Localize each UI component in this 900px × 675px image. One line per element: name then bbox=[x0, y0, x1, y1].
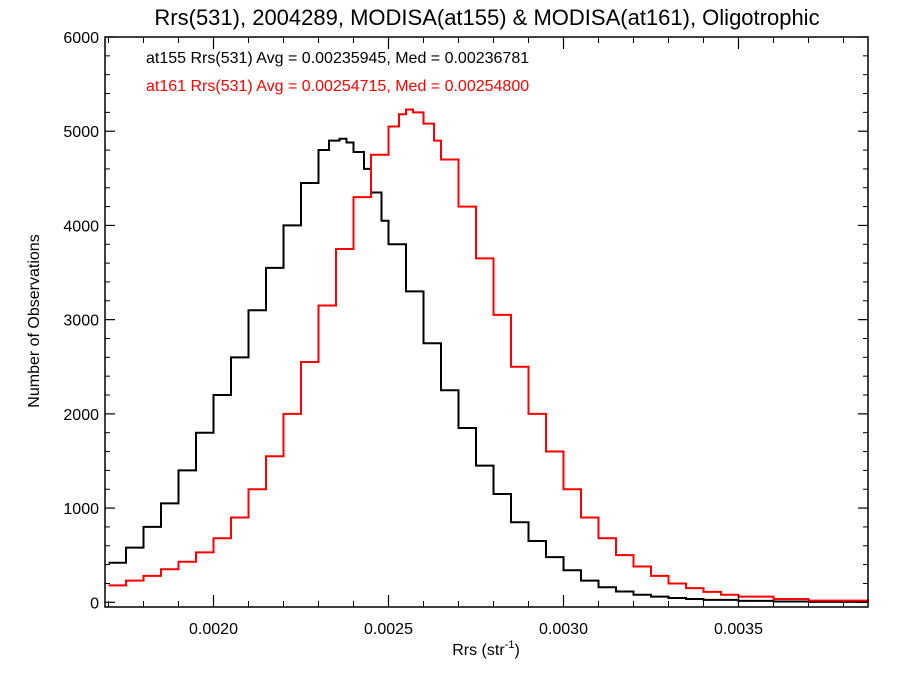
x-axis-title-tail: ) bbox=[514, 642, 519, 659]
plot-frame bbox=[104, 36, 869, 608]
x-axis-title-superscript: -1 bbox=[505, 639, 515, 651]
y-axis: 0 1000 2000 3000 4000 5000 6000 bbox=[63, 30, 868, 612]
y-tick-label: 2000 bbox=[63, 407, 99, 424]
x-axis-title-main: Rrs (str bbox=[452, 642, 505, 659]
series-line-at155 bbox=[108, 137, 869, 603]
x-tick-label: 0.0020 bbox=[189, 621, 238, 638]
y-tick-label: 3000 bbox=[63, 313, 99, 330]
y-tick-label: 1000 bbox=[63, 501, 99, 518]
y-tick-label: 5000 bbox=[63, 124, 99, 141]
x-tick-label: 0.0030 bbox=[539, 621, 588, 638]
series-line-at161 bbox=[108, 108, 869, 602]
y-tick-label: 6000 bbox=[63, 30, 99, 47]
x-axis-title: Rrs (str-1) bbox=[452, 639, 520, 659]
x-axis: 0.0020 0.0025 0.0030 0.0035 bbox=[108, 37, 844, 638]
chart-title: Rrs(531), 2004289, MODISA(at155) & MODIS… bbox=[154, 5, 819, 30]
x-tick-label: 0.0025 bbox=[364, 621, 413, 638]
legend-entry-at155: at155 Rrs(531) Avg = 0.00235945, Med = 0… bbox=[146, 50, 529, 67]
y-tick-label: 0 bbox=[90, 595, 99, 612]
legend-entry-at161: at161 Rrs(531) Avg = 0.00254715, Med = 0… bbox=[146, 78, 529, 95]
plot-area bbox=[108, 108, 869, 603]
x-tick-label: 0.0035 bbox=[714, 621, 763, 638]
y-axis-title: Number of Observations bbox=[26, 234, 43, 407]
y-tick-label: 4000 bbox=[63, 218, 99, 235]
